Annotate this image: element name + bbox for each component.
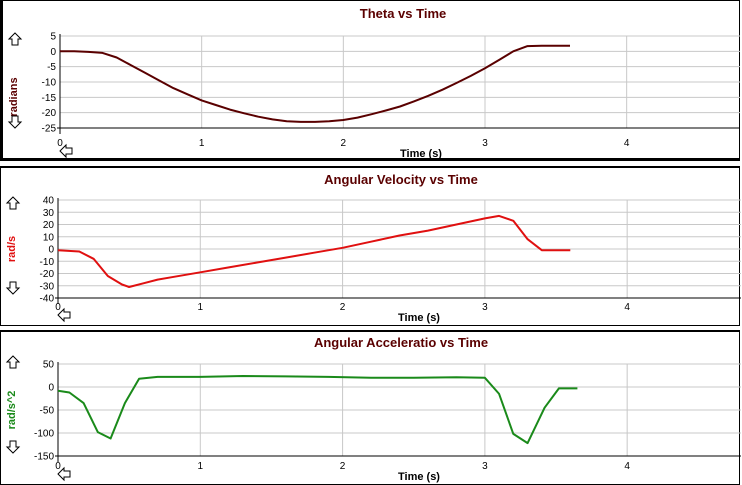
y-tick-label: -150 (34, 452, 54, 463)
y-tick-label: -20 (42, 108, 57, 119)
y-tick-label: -15 (42, 93, 57, 104)
series-line (57, 214, 571, 288)
x-tick-label: 2 (341, 138, 347, 149)
y-tick-label: 10 (43, 232, 55, 243)
series-line (60, 44, 570, 123)
y-tick-label: 5 (50, 32, 56, 43)
y-tick-label: 0 (50, 47, 56, 58)
x-tick-label: 2 (340, 302, 346, 313)
theta-chart: Theta vs Time 0 1 2 3 4 5 0 -5 -10 -15 -20 -25 Time (… (7, 6, 740, 159)
x-tick-label: 4 (624, 461, 630, 472)
x-tick-label: 0 (57, 138, 63, 149)
scroll-left-arrow-icon[interactable] (59, 143, 73, 159)
y-tick-label: -25 (42, 124, 57, 135)
y-tick-label: -10 (40, 257, 55, 268)
x-tick-label: 1 (199, 138, 205, 149)
x-axis-label: Time (s) (398, 312, 440, 324)
x-tick-label: 1 (198, 302, 204, 313)
y-tick-label: -5 (47, 62, 56, 73)
angular-acceleration-chart-panel: Angular Acceleratio vs Time 0 1 2 3 4 50 0 -50 -1… (0, 330, 741, 485)
scroll-left-arrow-icon[interactable] (57, 307, 71, 323)
y-axis-label: radians (8, 77, 20, 116)
series-line (57, 375, 578, 445)
y-tick-label: -50 (40, 406, 55, 417)
x-tick-label: 3 (482, 302, 488, 313)
y-tick-label: 50 (43, 360, 55, 371)
scroll-up-arrow-icon[interactable] (5, 355, 21, 369)
x-tick-label: 3 (482, 461, 488, 472)
angular-acceleration-chart: Angular Acceleratio vs Time 0 1 2 3 4 50 0 -50 -1… (5, 335, 741, 483)
scroll-up-arrow-icon[interactable] (7, 32, 23, 46)
x-tick-label: 4 (624, 138, 630, 149)
x-tick-label: 0 (55, 461, 61, 472)
x-tick-label: 4 (624, 302, 630, 313)
x-tick-label: 0 (55, 302, 61, 313)
x-axis-label: Time (s) (398, 471, 440, 483)
scroll-left-arrow-icon[interactable] (57, 466, 71, 482)
x-tick-label: 1 (198, 461, 204, 472)
y-axis-label: rad/s^2 (6, 391, 18, 430)
y-tick-label: 30 (43, 208, 55, 219)
x-axis-label: Time (s) (400, 148, 442, 159)
y-tick-label: 0 (48, 383, 54, 394)
angular-velocity-chart-panel: Angular Velocity vs Time 0 1 2 3 4 40 30 20 10 0 -1… (0, 166, 741, 326)
x-tick-label: 3 (482, 138, 488, 149)
y-tick-label: -40 (40, 294, 55, 305)
y-tick-label: 20 (43, 220, 55, 231)
chart-title: Angular Acceleratio vs Time (314, 335, 488, 350)
chart-title: Theta vs Time (360, 6, 446, 21)
scroll-down-arrow-icon[interactable] (5, 440, 21, 454)
y-axis-label: rad/s (6, 236, 18, 262)
y-tick-label: -10 (42, 78, 57, 89)
scroll-down-arrow-icon[interactable] (7, 115, 23, 129)
chart-title: Angular Velocity vs Time (324, 172, 478, 187)
y-tick-label: -20 (40, 269, 55, 280)
y-tick-label: -30 (40, 281, 55, 292)
scroll-up-arrow-icon[interactable] (5, 196, 21, 210)
y-tick-label: 0 (48, 245, 54, 256)
y-tick-label: 40 (43, 196, 55, 207)
x-tick-label: 2 (340, 461, 346, 472)
scroll-down-arrow-icon[interactable] (5, 281, 21, 295)
y-tick-label: -100 (34, 429, 54, 440)
theta-chart-panel: Theta vs Time 0 1 2 3 4 5 0 -5 -10 -15 -20 -25 Time (… (0, 0, 740, 161)
